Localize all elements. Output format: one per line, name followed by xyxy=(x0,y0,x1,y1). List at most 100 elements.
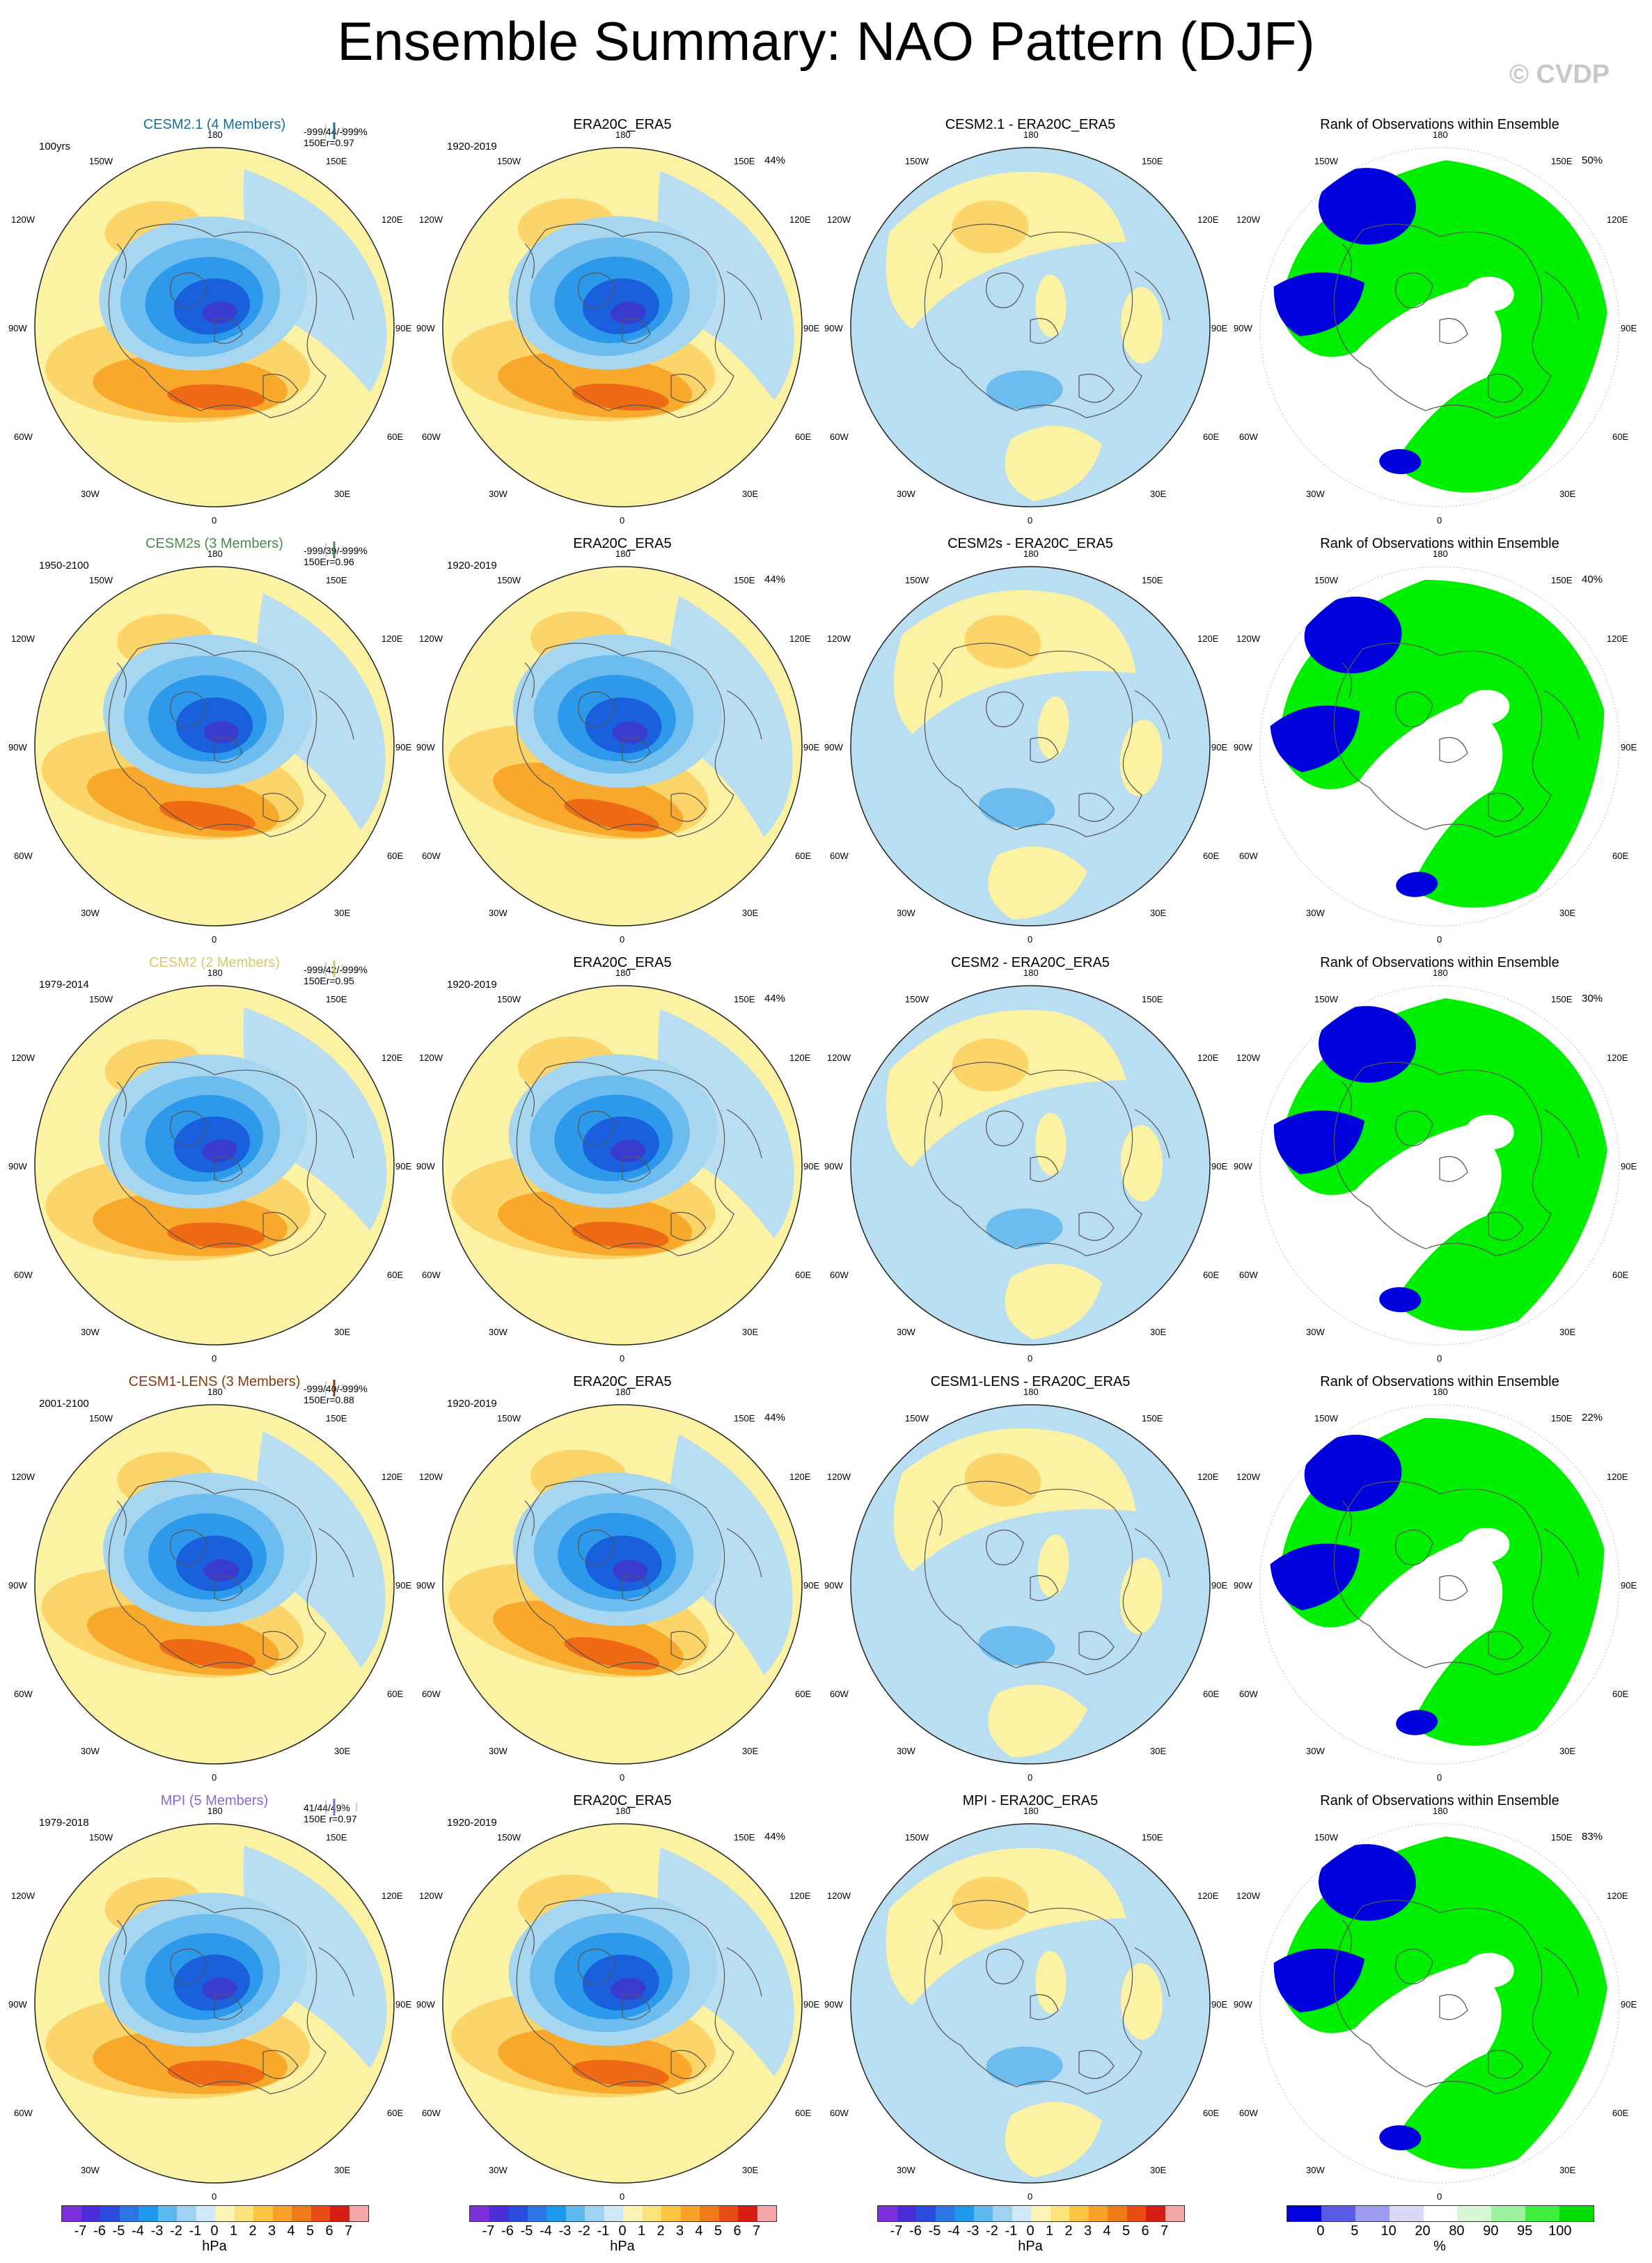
longitude-label-ll: 60W xyxy=(14,432,33,442)
colorbar-swatch xyxy=(1165,2206,1185,2221)
longitude-label-bl: 30W xyxy=(489,489,508,499)
longitude-label-mr: 90E xyxy=(395,1580,411,1591)
longitude-label-lr: 60E xyxy=(1612,2108,1628,2118)
colorbar-tick-label: -2 xyxy=(982,2223,1002,2239)
longitude-label-ur: 120E xyxy=(1197,214,1218,225)
colorbar-swatch xyxy=(1012,2206,1032,2221)
longitude-label-br: 30E xyxy=(1150,908,1166,918)
longitude-label-bottom: 0 xyxy=(1437,1772,1442,1783)
longitude-label-tl: 150W xyxy=(89,1413,113,1424)
longitude-label-tl: 150W xyxy=(905,156,929,166)
longitude-label-ml: 90W xyxy=(824,742,843,752)
longitude-label-mr: 90E xyxy=(1211,1999,1227,2010)
longitude-label-ll: 60W xyxy=(14,2108,33,2118)
nao-globe-map xyxy=(441,565,803,927)
longitude-label-ll: 60W xyxy=(830,1270,849,1280)
longitude-label-bottom: 0 xyxy=(620,1772,624,1783)
longitude-label-lr: 60E xyxy=(387,1270,403,1280)
colorbar-tick-label: -6 xyxy=(905,2223,926,2239)
colorbar-swatch xyxy=(566,2206,585,2221)
longitude-label-ml: 90W xyxy=(1234,323,1252,333)
longitude-label-tl: 150W xyxy=(1314,1413,1338,1424)
colorbar-swatch xyxy=(878,2206,897,2221)
longitude-label-ll: 60W xyxy=(1239,1270,1258,1280)
colorbar-swatch xyxy=(738,2206,757,2221)
longitude-label-bottom: 0 xyxy=(212,1772,217,1783)
colorbar-swatch xyxy=(81,2206,101,2221)
longitude-label-mr: 90E xyxy=(1211,1580,1227,1591)
longitude-label-br: 30E xyxy=(334,1327,350,1337)
colorbar-swatch xyxy=(470,2206,489,2221)
colorbar-swatch xyxy=(604,2206,624,2221)
longitude-label-bottom: 0 xyxy=(620,1353,624,1364)
colorbar-tick-label: 1 xyxy=(631,2223,652,2239)
longitude-label-bl: 30W xyxy=(1306,908,1325,918)
spread-whisker-icon xyxy=(322,1380,363,1396)
colorbar-swatch xyxy=(1146,2206,1165,2221)
colorbar-swatch xyxy=(528,2206,547,2221)
longitude-label-tl: 150W xyxy=(89,575,113,585)
longitude-label-bl: 30W xyxy=(489,908,508,918)
longitude-label-br: 30E xyxy=(334,1746,350,1756)
rank-colorbar-tick-label: 20 xyxy=(1413,2223,1433,2239)
longitude-label-br: 30E xyxy=(334,489,350,499)
longitude-label-lr: 60E xyxy=(387,432,403,442)
rank-colorbar-swatch xyxy=(1457,2206,1491,2221)
rank-colorbar-tick-label: 95 xyxy=(1514,2223,1535,2239)
longitude-label-ml: 90W xyxy=(1234,1999,1252,2010)
longitude-label-top: 180 xyxy=(1433,1806,1448,1816)
hpa-colorbar xyxy=(61,2205,369,2222)
colorbar-tick-label: 7 xyxy=(746,2223,767,2239)
longitude-label-ur: 120E xyxy=(789,214,810,225)
longitude-label-mr: 90E xyxy=(803,323,819,333)
longitude-label-ml: 90W xyxy=(416,1999,435,2010)
longitude-label-tr: 150E xyxy=(1142,1832,1163,1843)
colorbar-tick-label: -7 xyxy=(70,2223,91,2239)
colorbar-swatch xyxy=(292,2206,311,2221)
colorbar-swatch xyxy=(585,2206,604,2221)
longitude-label-lr: 60E xyxy=(795,432,811,442)
copyright-label: © CVDP xyxy=(1509,60,1610,90)
longitude-label-ul: 120W xyxy=(1236,1052,1260,1063)
colorbar-tick-label: 5 xyxy=(1116,2223,1137,2239)
longitude-label-tr: 150E xyxy=(1551,1832,1572,1843)
hpa-colorbar xyxy=(877,2205,1185,2222)
colorbar-tick-label: -5 xyxy=(517,2223,537,2239)
longitude-label-ll: 60W xyxy=(14,1689,33,1699)
colorbar-swatch xyxy=(954,2206,974,2221)
longitude-label-tr: 150E xyxy=(1551,1413,1572,1424)
longitude-label-bottom: 0 xyxy=(1028,2191,1032,2202)
colorbar-tick-label: 6 xyxy=(727,2223,748,2239)
longitude-label-tr: 150E xyxy=(734,1832,755,1843)
longitude-label-top: 180 xyxy=(207,1387,223,1397)
colorbar-tick-label: 0 xyxy=(612,2223,633,2239)
colorbar-swatch xyxy=(100,2206,120,2221)
longitude-label-bl: 30W xyxy=(897,2165,915,2175)
spread-whisker-icon xyxy=(322,123,363,139)
longitude-label-ml: 90W xyxy=(824,1999,843,2010)
longitude-label-top: 180 xyxy=(1433,549,1448,559)
longitude-label-ll: 60W xyxy=(422,851,441,861)
longitude-label-ur: 120E xyxy=(1607,1052,1628,1063)
longitude-label-ul: 120W xyxy=(1236,633,1260,644)
longitude-label-tl: 150W xyxy=(89,156,113,166)
longitude-label-bl: 30W xyxy=(897,1746,915,1756)
colorbar-tick-label: -7 xyxy=(886,2223,907,2239)
rank-globe-map xyxy=(1259,1403,1621,1765)
longitude-label-lr: 60E xyxy=(1612,851,1628,861)
longitude-label-tr: 150E xyxy=(326,994,347,1004)
longitude-label-bottom: 0 xyxy=(212,1353,217,1364)
colorbar-swatch xyxy=(719,2206,739,2221)
longitude-label-mr: 90E xyxy=(803,1161,819,1172)
longitude-label-tl: 150W xyxy=(497,1413,521,1424)
diff-globe-map xyxy=(849,146,1211,508)
colorbar-tick-label: 7 xyxy=(338,2223,359,2239)
longitude-label-tl: 150W xyxy=(905,994,929,1004)
longitude-label-ml: 90W xyxy=(8,742,27,752)
longitude-label-tl: 150W xyxy=(497,1832,521,1843)
longitude-label-lr: 60E xyxy=(387,1689,403,1699)
colorbar-tick-label: -1 xyxy=(593,2223,614,2239)
colorbar-tick-label: 4 xyxy=(281,2223,301,2239)
longitude-label-tl: 150W xyxy=(905,1832,929,1843)
longitude-label-lr: 60E xyxy=(795,1270,811,1280)
